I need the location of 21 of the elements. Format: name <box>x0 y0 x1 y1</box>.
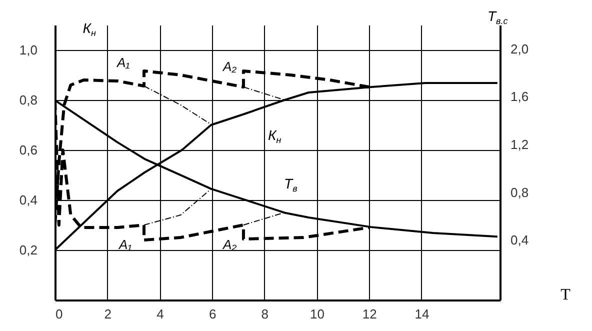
x-tick-label: 12 <box>362 306 377 322</box>
y2-tick-label: 2,0 <box>510 41 529 56</box>
y-tick-label: 0,6 <box>19 142 38 158</box>
x-tick-label: 6 <box>208 306 216 322</box>
annotation: A₂ <box>222 59 237 74</box>
x-tick-label: 8 <box>261 306 269 322</box>
y-tick-label: 0,4 <box>19 192 38 208</box>
y2-tick-label: 1,6 <box>510 89 529 104</box>
y2-tick-label: 0,4 <box>510 232 529 248</box>
y-tick-label: 1,0 <box>19 42 38 58</box>
x-tick-label: 0 <box>56 306 63 322</box>
y2-tick-label: 1,2 <box>510 137 529 152</box>
y2-tick-label: 0,8 <box>510 184 529 200</box>
annotation: A₁ <box>116 55 130 70</box>
x-tick-label: 14 <box>414 306 430 322</box>
x-tick-label: 10 <box>310 306 324 322</box>
x-axis-title: T <box>560 286 571 304</box>
y-tick-label: 0,8 <box>19 92 38 108</box>
x-tick-label: 2 <box>104 306 112 322</box>
x-tick-label: 4 <box>156 306 164 322</box>
y-tick-label: 0,2 <box>19 242 38 258</box>
